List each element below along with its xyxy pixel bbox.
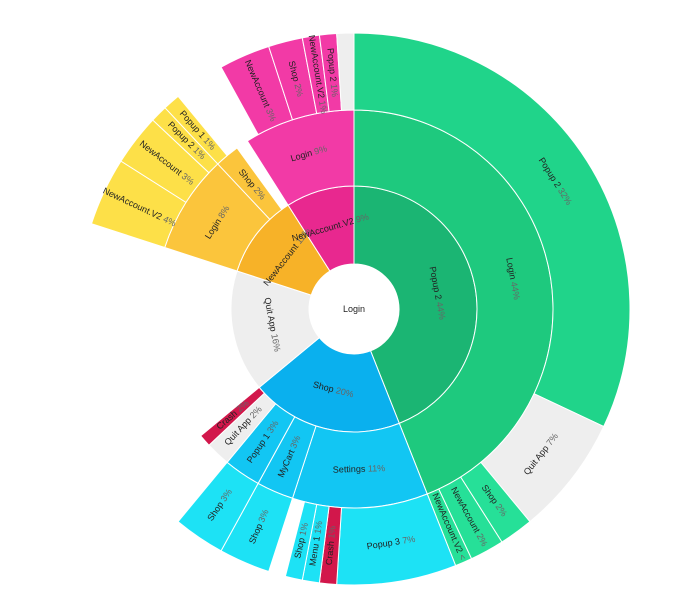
segment-pct: 11% [365,463,385,474]
segment-popup-1-ring3[interactable] [164,95,228,165]
segment-shop-ring3[interactable] [284,501,318,581]
segment-name: Menu 1 [308,536,323,567]
segment-shop-ring3[interactable] [177,461,259,552]
segment-pct: 1% [316,98,328,115]
segment-pct: 1% [326,525,337,541]
segment-gap-ring3[interactable] [336,32,355,111]
segment-pct: 1% [328,81,339,97]
segment-pct: 1% [297,522,310,539]
center-circle[interactable] [309,264,399,354]
segment-pct: < [455,551,467,562]
sunburst-segments [90,32,631,586]
segment-label-shop: Shop 1% [293,522,311,560]
segment-label-login: Login 44% [504,257,522,301]
segment-pct: 9% [352,212,370,226]
segment-pct: 16% [269,331,283,353]
segment-label-crash: Crash 1% [324,525,338,565]
segment-popup-2-ring3[interactable] [353,32,631,428]
segment-name: Popup 2 [325,48,338,82]
segment-name: Settings [333,464,366,475]
segment-crash-ring2[interactable] [199,386,266,446]
segment-pct: 44% [433,299,447,321]
segment-pct: 20% [332,385,354,400]
segment-name: Shop [293,537,307,560]
segment-label-menu-1: Menu 1 1% [308,520,325,567]
center-label: Login [343,304,365,314]
segment-pct: 7% [399,534,416,546]
segment-name: Crash [324,541,336,566]
segment-label-popup-2: Popup 2 1% [325,48,340,98]
segment-pct: 9% [311,144,329,158]
segment-pct: 1% [312,520,324,537]
segment-pct: 44% [508,279,522,301]
segment-pct: 2% [291,80,305,98]
segment-label-settings: Settings 11% [333,463,386,475]
segment-name: Login [504,257,518,281]
